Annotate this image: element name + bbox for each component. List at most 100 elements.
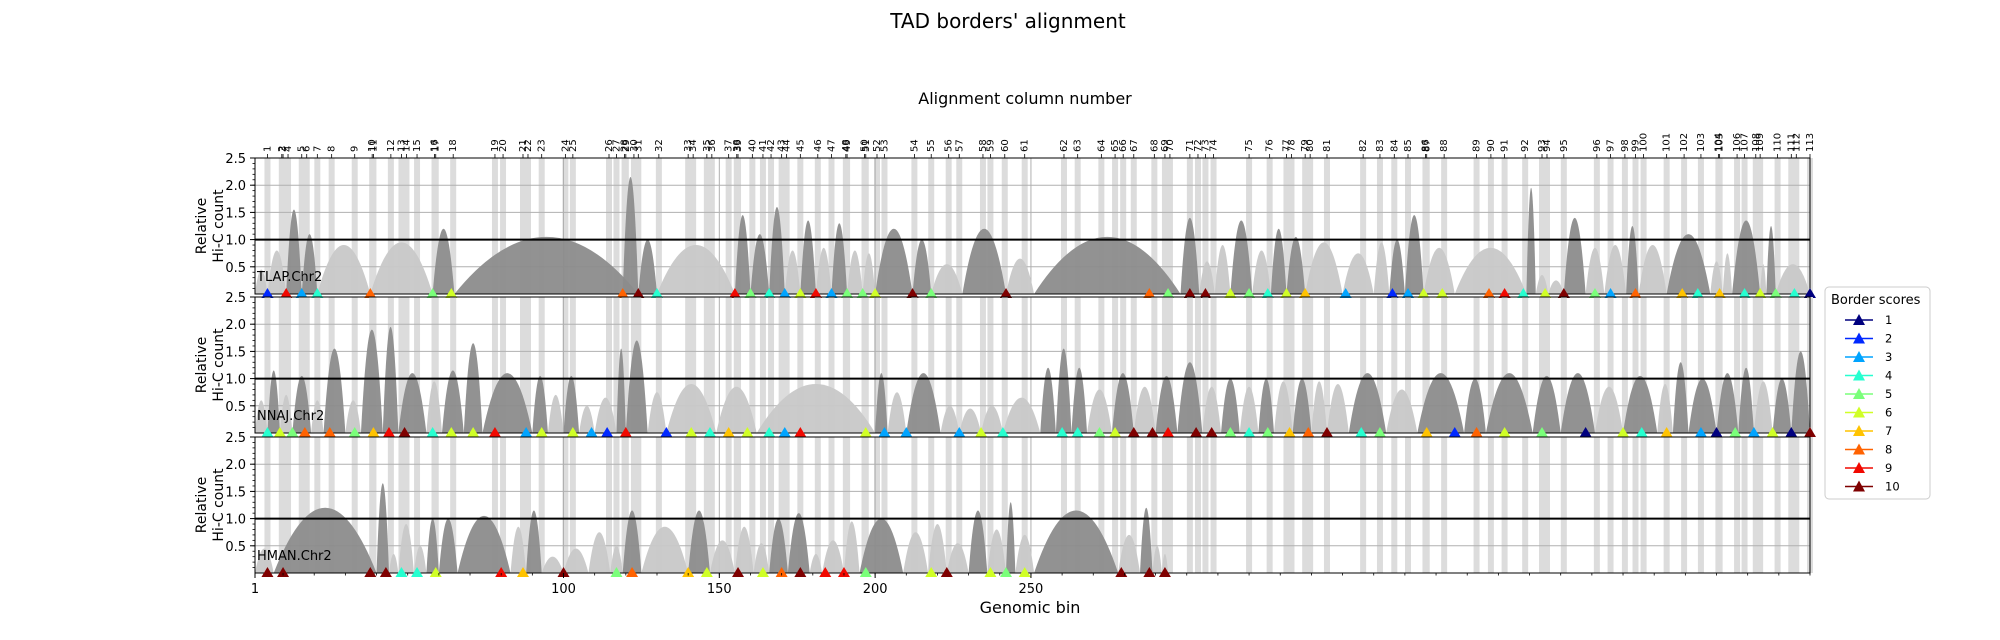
column-tick-label: 51 bbox=[861, 139, 872, 152]
border-marker bbox=[382, 427, 395, 437]
column-band bbox=[911, 158, 918, 294]
column-band bbox=[1774, 297, 1781, 433]
column-band bbox=[928, 297, 935, 433]
column-band bbox=[1112, 437, 1119, 573]
column-band bbox=[328, 158, 335, 294]
column-band bbox=[956, 297, 963, 433]
tad-arc bbox=[1626, 226, 1639, 294]
tad-arc bbox=[1111, 373, 1134, 433]
column-band bbox=[1288, 158, 1295, 294]
column-band bbox=[613, 437, 620, 573]
y-axis-label: RelativeHi-C count bbox=[194, 468, 227, 542]
tad-arc bbox=[847, 250, 863, 294]
legend-label: 5 bbox=[1885, 387, 1892, 401]
legend-marker bbox=[1853, 480, 1865, 492]
column-tick-label: 16 bbox=[429, 139, 440, 152]
column-tick-label: 113 bbox=[1805, 133, 1816, 152]
y-tick-label: 2.0 bbox=[225, 179, 246, 194]
column-band bbox=[1522, 297, 1529, 433]
tad-arc bbox=[1389, 239, 1405, 294]
border-marker bbox=[1146, 427, 1159, 437]
column-band bbox=[606, 437, 613, 573]
column-band bbox=[1307, 158, 1314, 294]
column-band bbox=[1473, 297, 1480, 433]
column-band bbox=[500, 297, 507, 433]
border-marker bbox=[426, 427, 439, 437]
tad-arc bbox=[862, 253, 876, 294]
tad-arc bbox=[457, 515, 511, 573]
column-tick-label: 112 bbox=[1791, 133, 1802, 152]
column-band bbox=[1323, 437, 1330, 573]
border-marker bbox=[516, 567, 529, 577]
tad-arc bbox=[987, 529, 1007, 573]
border-marker bbox=[1162, 288, 1175, 298]
border-marker bbox=[467, 427, 480, 437]
tad-arc bbox=[1772, 378, 1792, 433]
column-tick-label: 15 bbox=[412, 139, 423, 152]
tad-arc bbox=[1560, 373, 1595, 433]
legend-label: 4 bbox=[1885, 369, 1892, 383]
tad-arc bbox=[1214, 245, 1231, 294]
tad-arc bbox=[1006, 502, 1016, 573]
tad-arc bbox=[398, 524, 414, 573]
border-marker bbox=[650, 288, 663, 298]
border-marker bbox=[1127, 427, 1140, 437]
column-band bbox=[1441, 297, 1448, 433]
column-tick-label: 88 bbox=[1439, 139, 1450, 152]
column-band bbox=[1640, 437, 1647, 573]
tad-arc bbox=[1710, 261, 1723, 294]
border-marker bbox=[411, 567, 424, 577]
border-marker bbox=[626, 567, 639, 577]
border-marker bbox=[601, 427, 614, 437]
tad-arc bbox=[376, 483, 389, 573]
column-band bbox=[703, 297, 710, 433]
tad-arc bbox=[370, 242, 433, 294]
column-tick-label: 23 bbox=[537, 139, 548, 152]
tad-arc bbox=[482, 373, 533, 433]
column-band bbox=[1793, 297, 1800, 433]
tad-arc bbox=[292, 375, 312, 433]
column-band bbox=[387, 158, 394, 294]
tad-arc bbox=[1532, 375, 1561, 433]
border-marker bbox=[1710, 427, 1723, 437]
column-band bbox=[685, 158, 692, 294]
border-marker bbox=[1302, 427, 1315, 437]
tad-arc bbox=[1071, 367, 1088, 433]
column-band bbox=[1120, 158, 1127, 294]
border-marker bbox=[364, 567, 377, 577]
column-tick-label: 103 bbox=[1696, 133, 1707, 152]
y-tick-label: 0.5 bbox=[225, 261, 246, 276]
column-band bbox=[862, 158, 869, 294]
tad-arc bbox=[912, 239, 932, 294]
tad-arc bbox=[1766, 226, 1776, 294]
y-axis-label: RelativeHi-C count bbox=[194, 328, 227, 402]
tad-arc bbox=[1034, 236, 1181, 294]
tad-arc bbox=[398, 373, 427, 433]
column-tick-label: 11 bbox=[368, 139, 379, 152]
column-tick-label: 65 bbox=[1110, 139, 1121, 152]
y-tick-label: 1.5 bbox=[225, 345, 246, 360]
tad-arc bbox=[1417, 373, 1465, 433]
tad-arc bbox=[968, 510, 988, 573]
column-band bbox=[783, 158, 790, 294]
column-band bbox=[690, 437, 697, 573]
column-tick-label: 55 bbox=[926, 139, 937, 152]
column-band bbox=[538, 158, 545, 294]
tad-arc bbox=[928, 524, 947, 573]
border-marker bbox=[566, 427, 579, 437]
border-marker bbox=[1199, 288, 1212, 298]
column-band bbox=[1632, 297, 1639, 433]
column-band bbox=[370, 158, 377, 294]
tad-arc bbox=[1006, 258, 1035, 294]
column-band bbox=[569, 297, 576, 433]
column-tick-label: 64 bbox=[1096, 139, 1107, 152]
tad-arc bbox=[622, 177, 639, 294]
column-band bbox=[1681, 437, 1688, 573]
y-axis-label: RelativeHi-C count bbox=[194, 189, 227, 263]
tad-arc bbox=[1292, 378, 1312, 433]
column-band bbox=[690, 297, 697, 433]
border-marker bbox=[763, 427, 776, 437]
column-tick-label: 57 bbox=[954, 139, 965, 152]
tad-arc bbox=[656, 245, 735, 294]
y-tick-label: 1.0 bbox=[225, 513, 246, 528]
